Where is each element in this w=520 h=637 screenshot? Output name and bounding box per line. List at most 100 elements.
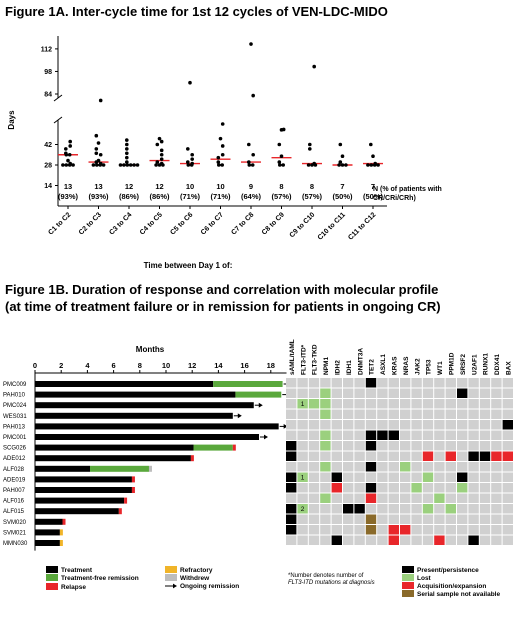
data-point bbox=[159, 139, 164, 144]
cell-empty bbox=[479, 388, 491, 398]
cell-lost bbox=[457, 483, 468, 493]
cell-empty bbox=[445, 388, 456, 398]
cell-empty bbox=[502, 462, 513, 472]
data-point bbox=[91, 163, 96, 167]
x-tick-label: 4 bbox=[85, 361, 90, 370]
cell-empty bbox=[354, 409, 365, 419]
gene-label: PPM1D bbox=[449, 352, 456, 375]
data-point bbox=[157, 136, 162, 141]
data-point bbox=[64, 151, 68, 156]
cell-empty bbox=[457, 399, 468, 409]
gene-label: DDX41 bbox=[494, 354, 501, 375]
cell-empty bbox=[457, 441, 468, 451]
cell-empty bbox=[411, 378, 422, 388]
patient-id-label: PMC001 bbox=[3, 435, 27, 441]
cell-empty bbox=[502, 472, 513, 482]
gene-label: FLT3-ITD* bbox=[300, 344, 307, 375]
treatment-bar bbox=[35, 487, 132, 493]
data-point bbox=[247, 163, 252, 167]
cell-empty bbox=[434, 514, 445, 524]
x-tick-label: 10 bbox=[162, 361, 170, 370]
treatment-bar bbox=[35, 518, 63, 525]
data-point bbox=[306, 163, 311, 167]
cell-empty bbox=[388, 472, 399, 482]
cell-empty bbox=[354, 514, 365, 524]
treatment-bar bbox=[35, 529, 60, 536]
y-tick-label: 84 bbox=[44, 92, 52, 99]
patient-id-label: ADE019 bbox=[3, 477, 26, 483]
cell-acquisition bbox=[388, 525, 399, 535]
cell-empty bbox=[445, 441, 456, 451]
cell-empty bbox=[377, 399, 388, 409]
refractory-marker bbox=[59, 529, 63, 536]
cell-empty bbox=[502, 525, 513, 535]
cell-acquisition bbox=[388, 535, 399, 545]
cell-empty bbox=[479, 409, 491, 419]
treatment-bar bbox=[35, 381, 214, 387]
cell-empty bbox=[377, 462, 388, 472]
data-point bbox=[125, 163, 130, 167]
ongoing-arrow-head bbox=[237, 413, 242, 419]
cell-empty bbox=[479, 420, 491, 430]
cell-empty bbox=[343, 441, 354, 451]
patient-id-label: PMC024 bbox=[3, 403, 27, 409]
cell-empty bbox=[388, 514, 399, 524]
cell-empty bbox=[308, 525, 320, 535]
cell-lost bbox=[422, 472, 434, 482]
cell-empty bbox=[502, 493, 513, 503]
cell-empty bbox=[320, 483, 331, 493]
cell-empty bbox=[400, 430, 411, 440]
cell-empty bbox=[491, 441, 502, 451]
cell-empty bbox=[491, 462, 502, 472]
data-point bbox=[188, 80, 192, 85]
data-point bbox=[159, 161, 164, 166]
legend-label-ongoing: Ongoing remission bbox=[180, 583, 239, 590]
cell-empty bbox=[354, 462, 365, 472]
cell-empty bbox=[377, 451, 388, 461]
cell-empty bbox=[297, 441, 308, 451]
legend-label-treatment: Treatment bbox=[61, 567, 93, 574]
cell-empty bbox=[343, 493, 354, 503]
cell-empty bbox=[445, 430, 456, 440]
data-point bbox=[98, 98, 103, 103]
cell-empty bbox=[479, 525, 491, 535]
cell-empty bbox=[377, 535, 388, 545]
cell-empty bbox=[400, 378, 411, 388]
n-count-label: 10 bbox=[186, 182, 194, 191]
cell-empty bbox=[354, 493, 365, 503]
cell-empty bbox=[422, 420, 434, 430]
cell-empty bbox=[434, 430, 445, 440]
cell-empty bbox=[331, 409, 342, 419]
cell-empty bbox=[400, 472, 411, 482]
cell-empty bbox=[434, 388, 445, 398]
heatmap-legend-swatch-acquisition bbox=[402, 582, 414, 589]
axis-break-mark bbox=[53, 94, 63, 102]
cell-empty bbox=[468, 441, 479, 451]
cell-empty bbox=[354, 525, 365, 535]
data-point bbox=[278, 163, 282, 167]
cell-acquisition bbox=[445, 451, 456, 461]
cell-empty bbox=[297, 378, 308, 388]
figure-b-title-1: Figure 1B. Duration of response and corr… bbox=[5, 282, 438, 297]
cell-empty bbox=[445, 483, 456, 493]
cell-empty bbox=[297, 493, 308, 503]
cell-empty bbox=[502, 514, 513, 524]
cell-present bbox=[286, 504, 297, 514]
data-point bbox=[95, 163, 99, 167]
n-percent-label: (64%) bbox=[241, 192, 262, 201]
cell-empty bbox=[354, 378, 365, 388]
cell-empty bbox=[491, 514, 502, 524]
x-tick-label: 6 bbox=[112, 361, 116, 370]
data-point bbox=[118, 163, 123, 167]
cell-lost bbox=[320, 441, 331, 451]
cell-empty bbox=[457, 535, 468, 545]
cell-empty bbox=[491, 378, 502, 388]
legend-swatch-treatment bbox=[46, 566, 58, 573]
data-point bbox=[277, 160, 282, 164]
cell-present bbox=[343, 504, 354, 514]
cell-empty bbox=[286, 420, 297, 430]
cell-empty bbox=[365, 388, 377, 398]
data-point bbox=[125, 142, 129, 147]
cell-empty bbox=[343, 462, 354, 472]
data-point bbox=[220, 163, 224, 167]
